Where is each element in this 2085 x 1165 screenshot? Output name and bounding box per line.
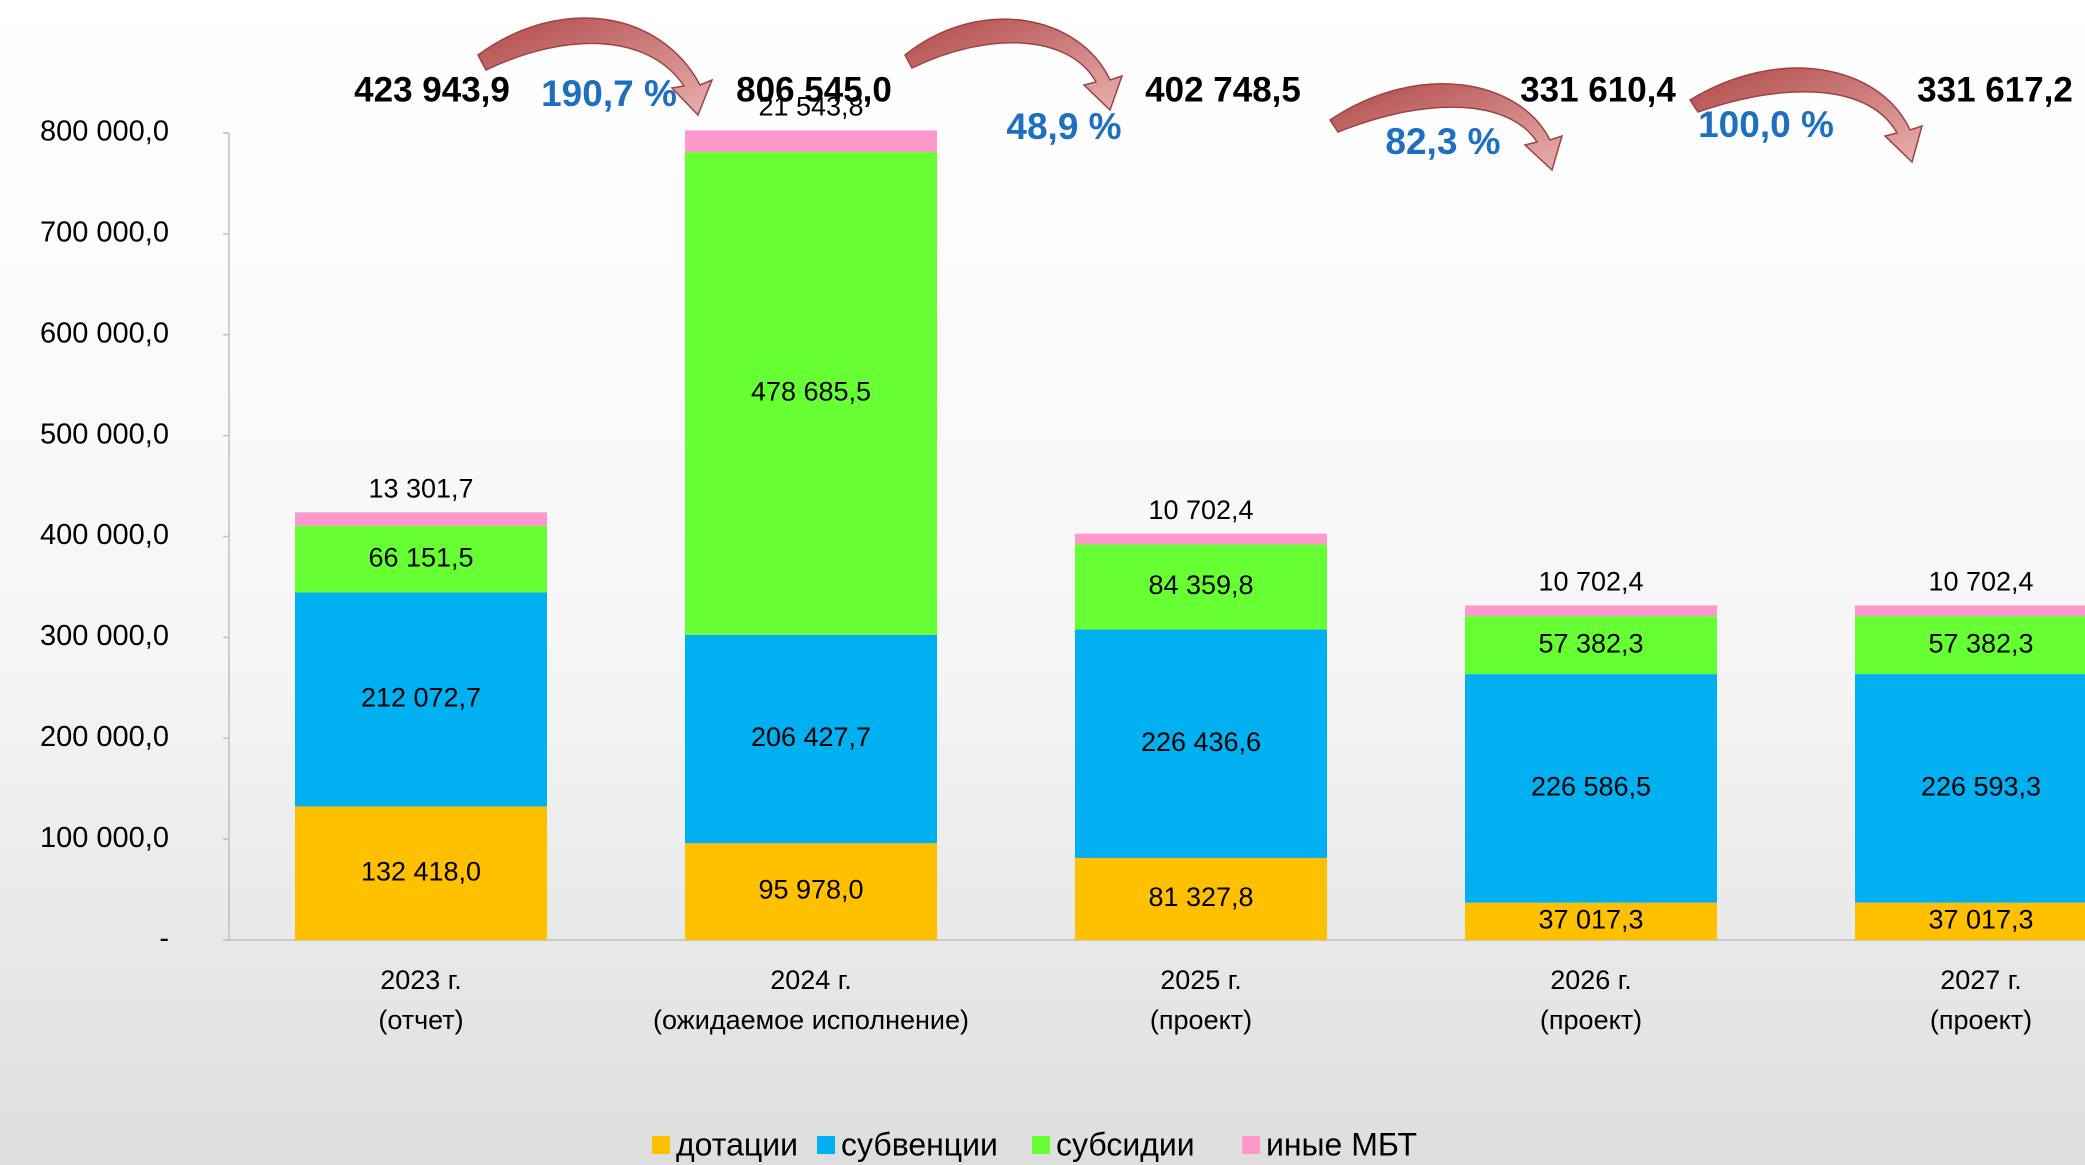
arrow — [1688, 67, 1924, 164]
bar-segment — [1465, 674, 1717, 903]
value-label: 57 382,3 — [1928, 628, 2033, 658]
value-label: 37 017,3 — [1538, 904, 1643, 934]
arrow — [904, 18, 1124, 112]
bar-segment — [685, 843, 937, 940]
value-label: 212 072,7 — [361, 683, 481, 713]
bar-segment — [1075, 544, 1327, 630]
value-label: 57 382,3 — [1538, 628, 1643, 658]
y-tick-label: 400 000,0 — [40, 519, 169, 551]
value-label: 226 593,3 — [1921, 771, 2041, 801]
x-tick-label: 2024 г. — [770, 965, 852, 995]
arrow — [477, 17, 714, 117]
x-tick-label: 2025 г. — [1160, 965, 1242, 995]
bar-segment — [295, 512, 547, 526]
bar-segment — [1465, 902, 1717, 940]
legend-label: субсидии — [1056, 1126, 1195, 1162]
x-tick-label: (проект) — [1150, 1005, 1252, 1035]
x-tick-label: (проект) — [1930, 1005, 2032, 1035]
growth-label: 48,9 % — [1006, 106, 1121, 147]
value-label: 84 359,8 — [1148, 570, 1253, 600]
y-tick-label: 200 000,0 — [40, 721, 169, 753]
bar-segment — [1855, 616, 2085, 675]
value-label: 10 702,4 — [1148, 495, 1253, 525]
total-label: 402 748,5 — [1145, 70, 1301, 109]
growth-label: 82,3 % — [1385, 121, 1500, 162]
value-label: 226 586,5 — [1531, 771, 1651, 801]
y-tick-label: 500 000,0 — [40, 418, 169, 450]
y-tick-label: 800 000,0 — [40, 116, 169, 148]
bar-segment — [1855, 674, 2085, 903]
bar-segment — [685, 152, 937, 635]
legend-swatch — [1032, 1136, 1050, 1154]
value-label: 132 418,0 — [361, 856, 481, 886]
bar-segment — [1075, 629, 1327, 858]
bar-segment — [1075, 533, 1327, 545]
arrows — [477, 17, 1924, 172]
x-tick-label: 2026 г. — [1550, 965, 1632, 995]
value-label: 95 978,0 — [758, 875, 863, 905]
legend-label: иные МБТ — [1266, 1126, 1417, 1162]
y-tick-label: 100 000,0 — [40, 822, 169, 854]
value-label: 10 702,4 — [1538, 567, 1643, 597]
value-label: 226 436,6 — [1141, 727, 1261, 757]
legend-swatch — [652, 1136, 670, 1154]
value-label: 37 017,3 — [1928, 904, 2033, 934]
bar-segment — [1465, 605, 1717, 617]
bar-segment — [295, 806, 547, 940]
total-label: 331 617,2 — [1917, 70, 2073, 109]
bar-segment — [1075, 857, 1327, 940]
bar-segment — [685, 634, 937, 844]
legend-swatch — [817, 1136, 835, 1154]
x-tick-label: 2027 г. — [1940, 965, 2022, 995]
y-tick-label: 700 000,0 — [40, 217, 169, 249]
x-tick-label: (отчет) — [378, 1005, 463, 1035]
value-label: 206 427,7 — [751, 722, 871, 752]
bar-segment — [1855, 902, 2085, 940]
growth-label: 100,0 % — [1698, 104, 1834, 145]
x-tick-label: (проект) — [1540, 1005, 1642, 1035]
growth-label: 190,7 % — [541, 73, 677, 114]
legend-swatch — [1242, 1136, 1260, 1154]
x-tick-label: 2023 г. — [380, 965, 462, 995]
value-label: 478 685,5 — [751, 377, 871, 407]
value-label: 21 543,8 — [758, 91, 863, 121]
total-label: 331 610,4 — [1520, 70, 1676, 109]
bar-segment — [1855, 605, 2085, 617]
value-label: 10 702,4 — [1928, 567, 2033, 597]
x-tick-label: (ожидаемое исполнение) — [653, 1005, 969, 1035]
y-tick-label: 300 000,0 — [40, 620, 169, 652]
legend-label: субвенции — [841, 1126, 998, 1162]
bar-segment — [685, 130, 937, 153]
y-tick-label: 600 000,0 — [40, 317, 169, 349]
value-label: 81 327,8 — [1148, 882, 1253, 912]
y-tick-label: - — [159, 923, 169, 955]
value-label: 66 151,5 — [368, 542, 473, 572]
arrow — [1328, 83, 1564, 172]
bar-segment — [295, 592, 547, 807]
total-label: 423 943,9 — [354, 70, 510, 109]
bar-segment — [295, 525, 547, 593]
legend-label: дотации — [676, 1126, 798, 1162]
total-label: 806 545,0 — [736, 70, 892, 109]
value-label: 13 301,7 — [368, 473, 473, 503]
bar-segment — [1465, 616, 1717, 675]
